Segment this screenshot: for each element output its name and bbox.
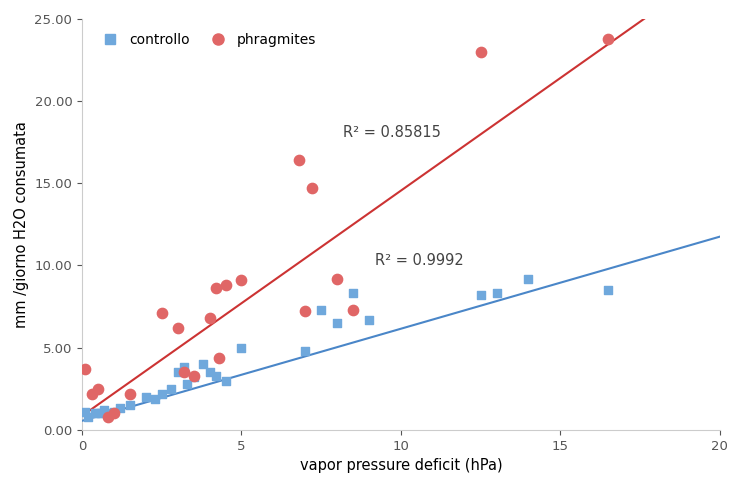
controllo (82, 413, 94, 421)
phragmites (306, 184, 318, 192)
phragmites (475, 48, 487, 56)
controllo (299, 347, 311, 355)
phragmites (188, 372, 200, 379)
Text: R² = 0.85815: R² = 0.85815 (344, 125, 441, 140)
controllo (102, 410, 114, 417)
controllo (140, 393, 152, 401)
controllo (203, 368, 215, 376)
phragmites (85, 390, 97, 397)
phragmites (331, 275, 343, 282)
controllo (149, 394, 161, 402)
phragmites (347, 306, 359, 314)
controllo (490, 289, 502, 297)
controllo (522, 275, 534, 282)
controllo (114, 405, 126, 412)
phragmites (210, 284, 222, 292)
phragmites (299, 308, 311, 316)
controllo (79, 408, 91, 415)
controllo (363, 316, 375, 323)
controllo (331, 319, 343, 327)
controllo (188, 374, 200, 381)
controllo (197, 360, 209, 368)
Legend: controllo, phragmites: controllo, phragmites (89, 26, 324, 54)
controllo (89, 410, 101, 417)
phragmites (220, 281, 232, 289)
controllo (95, 410, 107, 417)
phragmites (293, 156, 305, 164)
phragmites (203, 314, 215, 322)
controllo (603, 286, 614, 294)
controllo (108, 408, 120, 415)
phragmites (235, 276, 247, 284)
controllo (475, 291, 487, 299)
phragmites (124, 390, 136, 397)
controllo (210, 372, 222, 379)
Y-axis label: mm /giorno H2O consumata: mm /giorno H2O consumata (14, 121, 29, 328)
phragmites (92, 385, 104, 393)
controllo (124, 401, 136, 409)
phragmites (102, 413, 114, 421)
controllo (235, 344, 247, 352)
controllo (165, 385, 177, 393)
phragmites (156, 309, 168, 317)
phragmites (171, 324, 183, 332)
phragmites (178, 368, 190, 376)
Text: R² = 0.9992: R² = 0.9992 (375, 253, 464, 268)
controllo (99, 406, 111, 414)
phragmites (213, 354, 225, 361)
controllo (181, 380, 193, 388)
phragmites (603, 35, 614, 42)
phragmites (108, 410, 120, 417)
controllo (220, 376, 232, 384)
X-axis label: vapor pressure deficit (hPa): vapor pressure deficit (hPa) (300, 458, 502, 473)
phragmites (79, 365, 91, 373)
controllo (92, 410, 104, 417)
controllo (156, 390, 168, 397)
controllo (178, 363, 190, 371)
controllo (171, 368, 183, 376)
controllo (315, 306, 327, 314)
controllo (347, 289, 359, 297)
